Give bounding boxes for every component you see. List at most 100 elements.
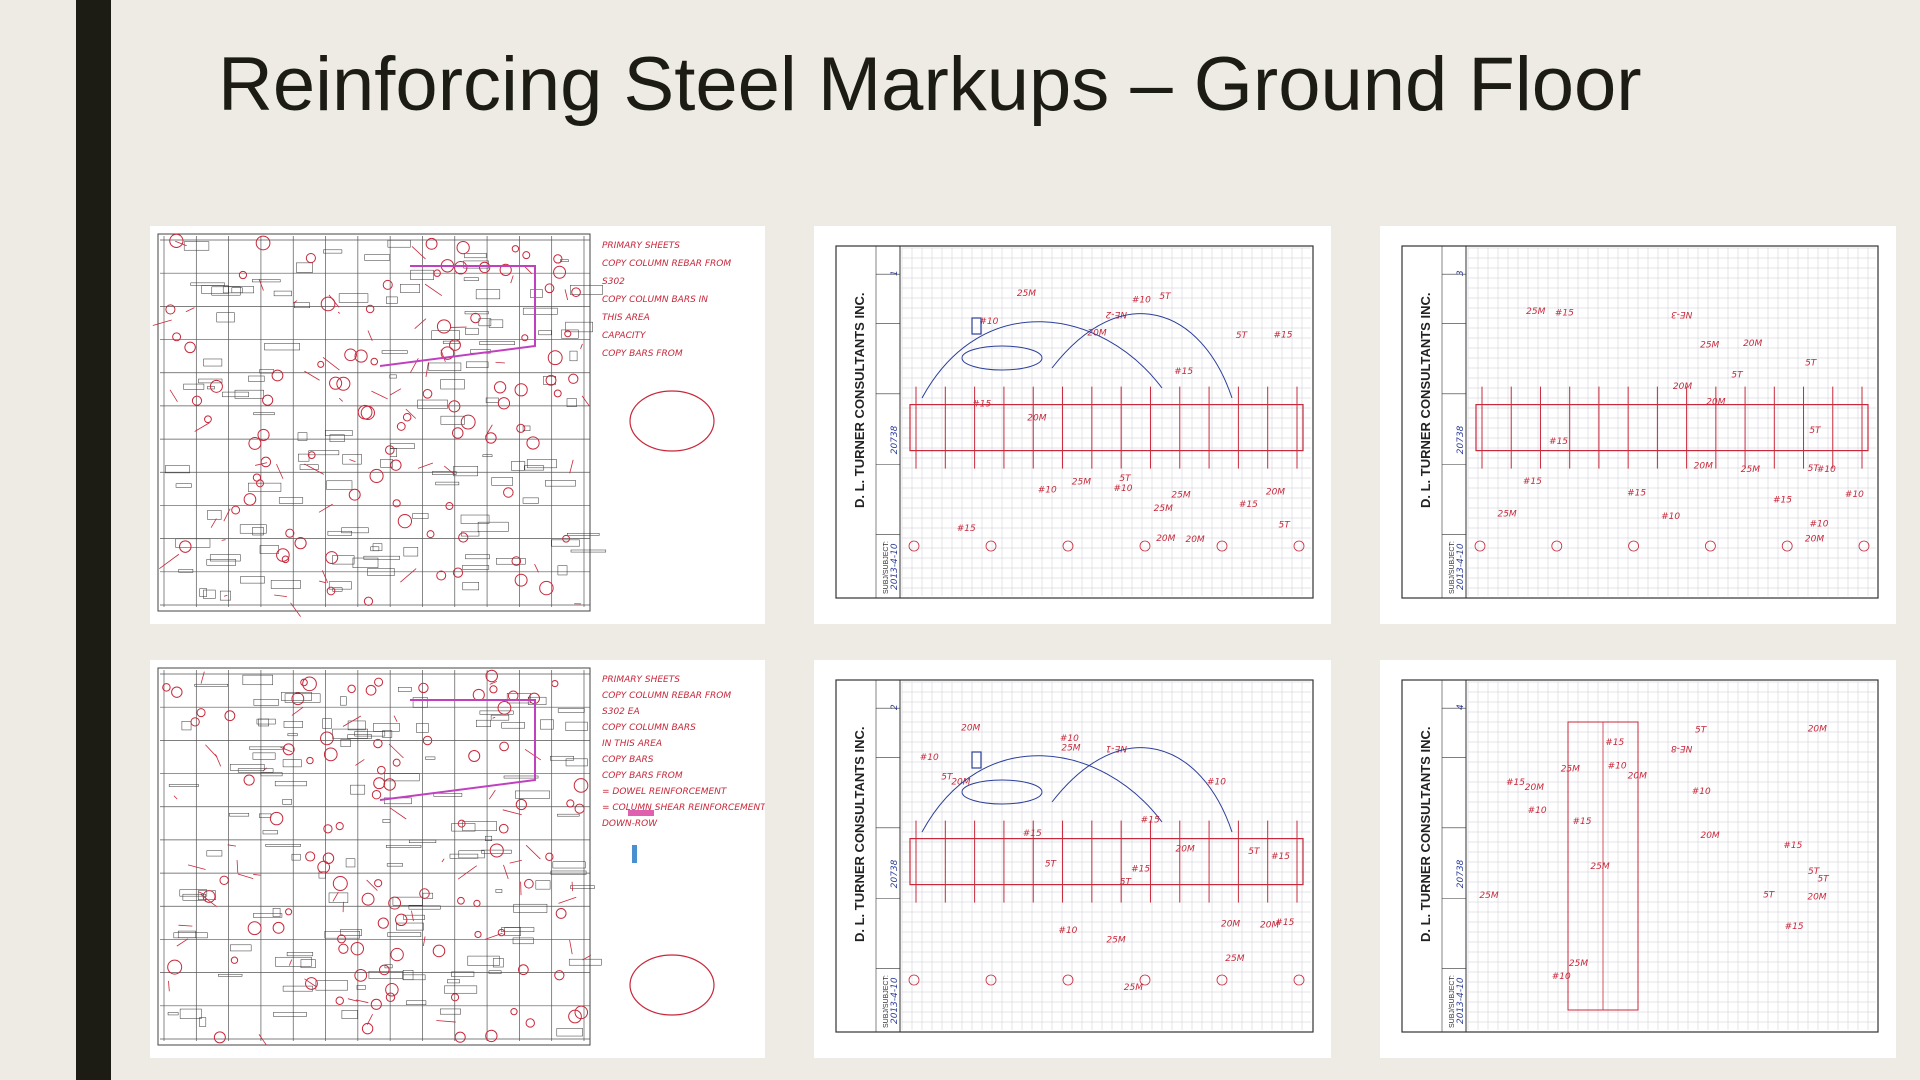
sketch-annotation: #10 — [1038, 486, 1057, 496]
plan-detail — [341, 527, 369, 534]
plan-detail — [467, 955, 500, 966]
highlight-markup — [379, 699, 536, 801]
grid-sheet-2[interactable]: D. L. TURNER CONSULTANTS INC. SUBJ/SUBJEC… — [814, 660, 1331, 1058]
sketch-annotation: #10 — [1845, 490, 1864, 500]
plan-detail — [248, 482, 282, 492]
plan-detail — [229, 764, 265, 771]
grid-sheet-1[interactable]: D. L. TURNER CONSULTANTS INC. SUBJ/SUBJEC… — [814, 226, 1331, 624]
markup-stroke — [366, 879, 378, 891]
markup-stroke — [414, 318, 427, 329]
plan-detail — [408, 905, 441, 910]
plan-detail — [286, 952, 314, 957]
markup-circle — [361, 1022, 374, 1035]
plan-detail — [354, 731, 386, 737]
markup-circle — [574, 803, 585, 814]
markup-circle — [515, 798, 527, 811]
sketch-annotation: #15 — [1555, 309, 1574, 319]
sketch-annotation: 25M — [1590, 862, 1609, 872]
markup-stroke — [405, 408, 417, 419]
plan-detail — [501, 722, 525, 729]
handwritten-note: PRIMARY SHEETS — [602, 241, 680, 251]
markup-circle — [357, 404, 373, 420]
markup-circle — [248, 436, 262, 450]
plan-markup-sheet-2[interactable]: PRIMARY SHEETS COPY COLUMN REBAR FROM S302… — [150, 660, 765, 1058]
markup-circle — [524, 878, 534, 889]
handwritten-note: COPY COLUMN BARS — [602, 723, 696, 733]
plan-detail — [432, 471, 457, 475]
page-number: 2 — [890, 704, 900, 710]
sketch-annotation: 25M — [1700, 341, 1719, 351]
markup-stroke — [187, 864, 206, 870]
plan-detail — [356, 985, 366, 990]
plan-detail — [287, 733, 298, 737]
markup-circle — [568, 373, 579, 384]
left-accent-bar — [76, 0, 111, 1080]
sketch-annotation: #15 — [1627, 489, 1646, 499]
plan-detail — [449, 853, 479, 859]
markup-circle — [526, 436, 540, 450]
markup-stroke — [581, 395, 590, 407]
markup-circle — [329, 376, 343, 390]
gridline-bubble — [1474, 540, 1486, 552]
plan-detail — [466, 361, 489, 368]
markup-stroke — [175, 240, 187, 247]
plan-detail — [273, 290, 292, 297]
graph-grid — [901, 247, 1311, 596]
plan-detail — [422, 892, 434, 899]
handwritten-note: THIS AREA — [602, 313, 650, 323]
sketch-annotation: 20M — [1156, 534, 1175, 544]
markup-circle — [574, 1005, 589, 1020]
sketch-annotation: 20M — [1185, 535, 1204, 545]
blue-ellipse — [961, 345, 1043, 371]
subject-label: SUBJ/SUBJECT: — [883, 541, 890, 594]
plan-markup-sheet-1[interactable]: PRIMARY SHEETS COPY COLUMN REBAR FROM S302… — [150, 226, 765, 624]
plan-detail — [478, 318, 492, 327]
markup-circle — [554, 970, 565, 981]
markup-stroke — [332, 891, 339, 902]
grid-sheet-4[interactable]: D. L. TURNER CONSULTANTS INC. SUBJ/SUBJEC… — [1380, 660, 1896, 1058]
plan-detail — [396, 922, 424, 931]
sketch-annotation: 5T — [1695, 725, 1708, 735]
markup-circle — [388, 896, 402, 910]
plan-detail — [294, 302, 310, 309]
markup-circle — [436, 319, 452, 334]
plan-detail — [444, 985, 478, 994]
plan-detail — [382, 730, 393, 738]
markup-circle — [454, 261, 468, 275]
plan-detail — [264, 343, 300, 351]
handwritten-note: COPY BARS FROM — [602, 771, 683, 781]
markup-stroke — [389, 807, 407, 820]
grid-sheet-3[interactable]: D. L. TURNER CONSULTANTS INC. SUBJ/SUBJEC… — [1380, 226, 1896, 624]
sketch-annotation: 20M — [1673, 382, 1692, 392]
sketch-annotation: #15 — [1506, 778, 1525, 788]
red-markups — [162, 669, 592, 1046]
gridline-bubble — [1551, 540, 1563, 552]
plan-detail — [462, 582, 479, 591]
blue-box — [971, 317, 982, 335]
plan-detail — [501, 927, 535, 932]
markup-stroke — [185, 307, 195, 313]
plan-detail — [370, 546, 380, 552]
markup-stroke — [262, 767, 267, 772]
markup-circle — [419, 888, 430, 899]
markup-circle — [458, 532, 469, 543]
plan-detail — [491, 477, 513, 486]
markup-circle — [302, 676, 317, 692]
markup-circle — [360, 405, 375, 421]
plan-detail — [402, 974, 426, 981]
markup-circle — [516, 423, 526, 433]
markup-stroke — [484, 932, 503, 940]
markup-circle — [522, 251, 531, 260]
page-number: 1 — [890, 270, 900, 276]
plan-detail — [242, 674, 273, 686]
markup-stroke — [503, 864, 509, 879]
plan-detail — [318, 871, 326, 879]
gridline-bubble — [985, 974, 997, 986]
markup-stroke — [168, 980, 170, 992]
markup-circle — [390, 459, 402, 471]
markup-circle — [336, 376, 351, 391]
plan-detail — [382, 819, 391, 823]
markup-stroke — [322, 356, 340, 371]
grid-sheet-drawing: D. L. TURNER CONSULTANTS INC. SUBJ/SUBJEC… — [835, 245, 1314, 599]
plan-detail — [332, 587, 343, 592]
